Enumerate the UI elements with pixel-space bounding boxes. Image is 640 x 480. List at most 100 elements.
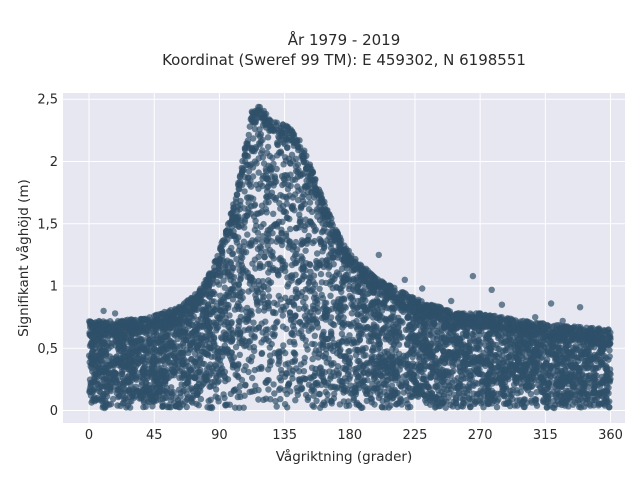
- data-point: [368, 399, 376, 406]
- data-point: [328, 400, 335, 407]
- data-point: [311, 227, 318, 235]
- data-point: [395, 328, 403, 336]
- data-point: [350, 396, 357, 404]
- data-point: [289, 322, 297, 329]
- data-point: [388, 304, 396, 311]
- data-point: [288, 370, 296, 378]
- data-point: [371, 341, 378, 348]
- data-point: [307, 309, 314, 316]
- data-point: [268, 238, 275, 245]
- data-point: [533, 402, 541, 409]
- data-point: [248, 286, 256, 293]
- data-point: [263, 149, 271, 157]
- data-point: [292, 397, 299, 404]
- data-point: [354, 311, 361, 318]
- data-point: [300, 239, 307, 247]
- data-point: [585, 391, 592, 399]
- data-point: [260, 160, 268, 167]
- data-point: [408, 331, 415, 338]
- data-point: [305, 206, 313, 213]
- data-point: [183, 391, 191, 398]
- data-point: [179, 324, 187, 331]
- data-point: [420, 358, 427, 366]
- data-point: [295, 196, 302, 204]
- data-point: [289, 204, 296, 211]
- data-point: [271, 221, 279, 228]
- data-point: [358, 404, 365, 411]
- data-point: [283, 200, 290, 207]
- data-point: [314, 304, 321, 312]
- data-point: [302, 286, 309, 293]
- data-point: [261, 253, 268, 261]
- data-point: [347, 322, 354, 330]
- data-point: [277, 366, 285, 374]
- data-point: [280, 306, 288, 313]
- data-point: [232, 404, 239, 411]
- data-point: [381, 365, 388, 372]
- data-point: [230, 361, 237, 369]
- data-point: [107, 386, 114, 393]
- data-point: [383, 348, 391, 355]
- data-point: [381, 303, 388, 311]
- data-point: [266, 260, 273, 267]
- data-point: [104, 379, 111, 386]
- data-point: [407, 393, 415, 401]
- data-point: [350, 277, 357, 284]
- data-point: [201, 360, 208, 368]
- data-point: [128, 369, 136, 376]
- data-point: [351, 388, 358, 395]
- data-point: [314, 206, 321, 213]
- data-point: [239, 254, 246, 261]
- data-point: [299, 332, 306, 340]
- data-point: [521, 403, 528, 411]
- data-point: [410, 385, 417, 393]
- data-point: [307, 274, 314, 281]
- data-point: [311, 350, 318, 357]
- data-point: [244, 326, 252, 333]
- data-point: [202, 350, 209, 357]
- data-point: [578, 349, 585, 356]
- data-point: [199, 311, 206, 318]
- data-point: [245, 368, 252, 376]
- data-point: [246, 308, 253, 316]
- data-point: [308, 364, 316, 371]
- data-point: [383, 329, 390, 336]
- data-point: [255, 324, 263, 331]
- data-point: [379, 397, 386, 405]
- data-point: [259, 233, 266, 240]
- data-point: [327, 319, 334, 326]
- data-point: [89, 347, 97, 354]
- data-point: [599, 344, 607, 351]
- data-point: [246, 337, 254, 345]
- data-point: [270, 381, 277, 388]
- data-point: [447, 329, 454, 336]
- data-point: [256, 126, 263, 133]
- data-point: [581, 379, 588, 386]
- data-point: [286, 365, 293, 372]
- data-point: [286, 309, 294, 316]
- data-point: [304, 346, 311, 353]
- data-point: [297, 171, 304, 178]
- data-point: [336, 341, 343, 348]
- data-points: [86, 103, 614, 412]
- data-point: [327, 292, 334, 299]
- data-point: [255, 396, 262, 403]
- data-point: [250, 195, 257, 202]
- data-point: [362, 352, 369, 359]
- data-point: [447, 386, 455, 393]
- data-point: [373, 305, 381, 312]
- data-point: [236, 382, 244, 390]
- data-point: [234, 372, 241, 379]
- data-point: [430, 335, 437, 342]
- data-point: [568, 371, 576, 379]
- data-point: [293, 250, 300, 258]
- data-point: [211, 361, 219, 368]
- data-point: [283, 370, 290, 377]
- data-point: [251, 125, 259, 133]
- data-point: [524, 366, 532, 374]
- data-point: [217, 361, 224, 368]
- data-point: [300, 273, 307, 280]
- data-point: [565, 392, 572, 400]
- data-point: [591, 371, 599, 378]
- data-point: [298, 384, 305, 391]
